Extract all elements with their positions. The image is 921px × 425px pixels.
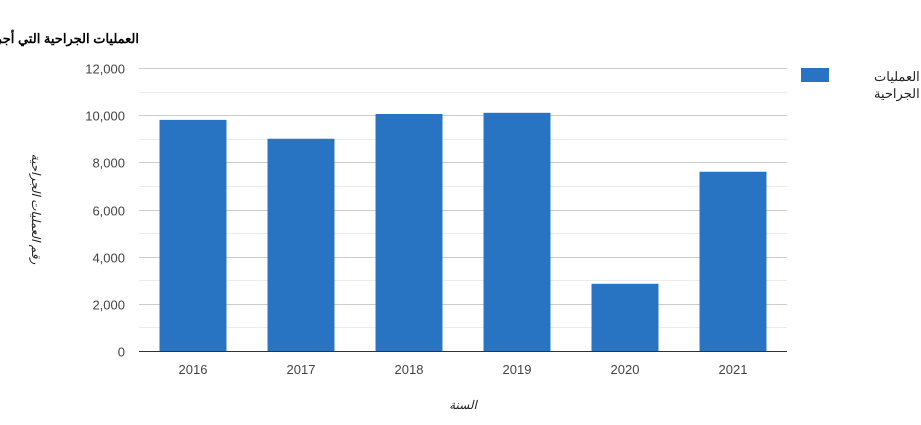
chart-title: العمليات الجراحية التي أجريت [0,30,139,47]
bars [159,112,767,351]
bar-2017 [267,138,335,351]
x-tick-label: 2016 [179,362,208,377]
minor-gridlines [139,92,787,328]
y-axis-title: رقم العمليات الجراحية [29,154,43,265]
x-tick-label: 2019 [503,362,532,377]
bar-2019 [483,112,551,351]
legend-label-line2: الجراحية [874,86,920,102]
y-tick-label: 0 [118,345,125,360]
x-tick-label: 2021 [719,362,748,377]
legend-swatch [801,68,829,82]
bar-2021 [699,171,767,351]
legend-label-line1: رقم العمليات [874,69,921,85]
y-tick-labels: 0 2,000 4,000 6,000 8,000 10,000 12,000 [85,62,125,360]
y-tick-label: 8,000 [92,156,125,171]
x-axis-title: السنة [449,398,478,412]
y-tick-label: 6,000 [92,204,125,219]
legend: رقم العمليات الجراحية [801,68,921,102]
y-tick-label: 2,000 [92,298,125,313]
y-tick-label: 4,000 [92,251,125,266]
y-tick-label: 10,000 [85,109,125,124]
bar-2016 [159,119,227,351]
x-tick-label: 2018 [395,362,424,377]
x-tick-label: 2017 [287,362,316,377]
major-gridlines [139,68,787,305]
y-tick-label: 12,000 [85,62,125,77]
x-tick-labels: 2016 2017 2018 2019 2020 2021 [179,362,748,377]
bar-2018 [375,113,443,351]
x-tick-label: 2020 [611,362,640,377]
bar-2020 [591,283,659,351]
